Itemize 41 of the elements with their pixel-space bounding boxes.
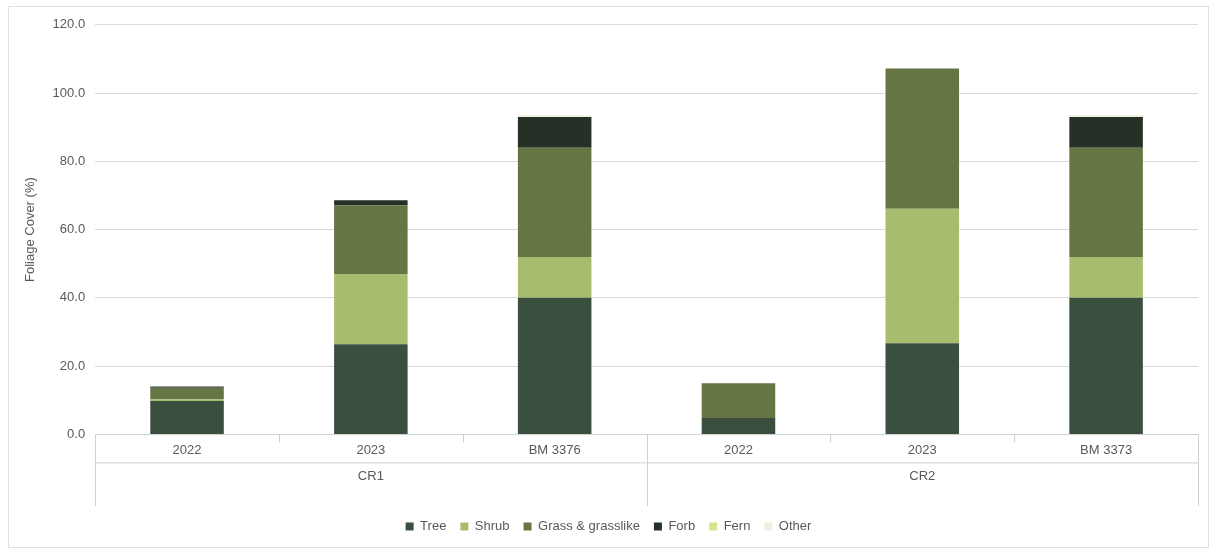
bar — [334, 344, 408, 434]
bar — [517, 116, 592, 148]
bar — [885, 343, 960, 434]
bar — [1069, 116, 1143, 148]
y-tick-label: 80.0 — [59, 152, 86, 168]
x-tick-label: BM 3376 — [528, 441, 581, 457]
bar — [517, 297, 592, 434]
bar — [150, 400, 224, 434]
bar — [517, 256, 592, 298]
bar — [701, 383, 776, 419]
y-tick-label: 120.0 — [52, 16, 86, 32]
x-tick-label: 2023 — [907, 441, 937, 457]
bar — [517, 147, 592, 257]
bar — [334, 205, 408, 274]
x-tick-label: 2023 — [356, 441, 386, 457]
bar — [150, 387, 224, 400]
legend-label: Other — [778, 518, 813, 534]
bar — [1069, 297, 1143, 434]
legend-label: Tree — [420, 518, 447, 534]
y-tick-label: 100.0 — [52, 84, 86, 100]
bar — [334, 273, 408, 345]
bar — [1069, 256, 1143, 298]
x-tick-label: BM 3373 — [1080, 441, 1133, 457]
legend-label: Shrub — [474, 518, 510, 534]
bar — [885, 68, 960, 209]
bar — [885, 208, 960, 344]
legend-label: Grass & grasslike — [538, 518, 640, 534]
y-tick-label: 0.0 — [67, 425, 86, 441]
text: CR1 — [357, 467, 384, 483]
y-axis-title: Foliage Cover (%) — [22, 177, 38, 282]
y-tick-label: 40.0 — [59, 289, 86, 305]
bar — [334, 200, 408, 206]
x-tick-label: 2022 — [724, 441, 753, 457]
text: CR2 — [909, 467, 936, 483]
legend-label: Forb — [668, 518, 696, 534]
y-tick-label: 20.0 — [59, 357, 86, 373]
legend-label: Fern — [723, 518, 751, 534]
bar — [1069, 147, 1143, 257]
x-tick-label: 2022 — [172, 441, 202, 457]
y-tick-label: 60.0 — [59, 221, 86, 237]
bar — [701, 418, 776, 434]
